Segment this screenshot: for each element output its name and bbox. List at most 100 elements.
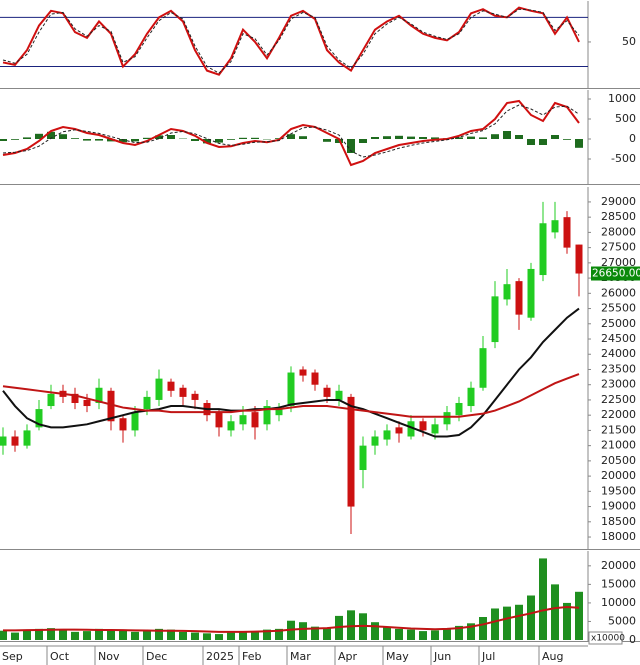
volume-bar bbox=[527, 595, 535, 640]
volume-bar bbox=[23, 629, 31, 640]
y-tick-label: 1000 bbox=[608, 92, 636, 105]
y-tick-label: 19000 bbox=[601, 500, 636, 513]
x-tick-label: Feb bbox=[242, 650, 261, 663]
y-tick-label: 25000 bbox=[601, 317, 636, 330]
y-tick-label: 24500 bbox=[601, 332, 636, 345]
y-tick-label: 23000 bbox=[601, 378, 636, 391]
candle-body bbox=[431, 424, 439, 434]
candle-body bbox=[383, 430, 391, 440]
histogram-bar bbox=[239, 137, 247, 139]
histogram-bar bbox=[251, 137, 259, 139]
candle-body bbox=[215, 412, 223, 428]
y-tick-label: 10000 bbox=[601, 596, 636, 609]
candle-body bbox=[323, 387, 331, 397]
volume-bar bbox=[263, 629, 271, 640]
candle-body bbox=[443, 412, 451, 425]
histogram-bar bbox=[419, 137, 427, 139]
y-tick-label: 21500 bbox=[601, 423, 636, 436]
series-line bbox=[3, 605, 580, 633]
candle-body bbox=[479, 348, 487, 388]
histogram-bar bbox=[539, 139, 547, 145]
histogram-bar bbox=[215, 139, 223, 143]
volume-bar bbox=[131, 631, 139, 640]
candle-body bbox=[407, 421, 415, 437]
candle-body bbox=[539, 223, 547, 276]
candle-body bbox=[311, 372, 319, 385]
volume-bar bbox=[575, 591, 583, 640]
volume-bar bbox=[107, 629, 115, 640]
series-line bbox=[2, 373, 580, 418]
candle-body bbox=[251, 412, 259, 428]
y-tick-label: 19500 bbox=[601, 484, 636, 497]
volume-bar bbox=[179, 631, 187, 640]
histogram-bar bbox=[143, 137, 151, 139]
volume-bar bbox=[143, 631, 151, 640]
volume-bar bbox=[83, 631, 91, 640]
volume-bar bbox=[431, 630, 439, 640]
histogram-bar bbox=[47, 131, 55, 139]
candle-body bbox=[11, 436, 19, 446]
candle-body bbox=[239, 415, 247, 425]
candle-body bbox=[71, 393, 79, 403]
y-tick-label: 20500 bbox=[601, 454, 636, 467]
volume-bar bbox=[395, 628, 403, 640]
histogram-bar bbox=[575, 139, 583, 148]
y-tick-label: 27000 bbox=[601, 256, 636, 269]
histogram-bar bbox=[407, 136, 415, 139]
histogram-bar bbox=[359, 139, 367, 143]
candle-body bbox=[575, 244, 583, 274]
candle-body bbox=[119, 418, 127, 431]
x-tick-label: Jul bbox=[481, 650, 495, 663]
histogram-bar bbox=[0, 139, 7, 141]
histogram-bar bbox=[503, 131, 511, 139]
series-line bbox=[2, 104, 580, 158]
candle-body bbox=[515, 281, 523, 315]
volume-bar bbox=[203, 633, 211, 640]
y-tick-label: 500 bbox=[615, 112, 636, 125]
x-tick-label: Jun bbox=[433, 650, 451, 663]
unit-label: x10000 bbox=[591, 634, 625, 644]
y-tick-label: -500 bbox=[611, 152, 636, 165]
series-line bbox=[2, 6, 580, 76]
histogram-bar bbox=[383, 136, 391, 139]
last-price-box bbox=[591, 266, 640, 281]
volume-bar bbox=[515, 604, 523, 640]
y-tick-label: 21000 bbox=[601, 439, 636, 452]
histogram-bar bbox=[11, 139, 19, 140]
y-tick-label: 15000 bbox=[601, 577, 636, 590]
y-tick-label: 28500 bbox=[601, 210, 636, 223]
y-tick-label: 26000 bbox=[601, 286, 636, 299]
candle-body bbox=[0, 436, 7, 446]
candle-body bbox=[347, 396, 355, 507]
histogram-bar bbox=[167, 135, 175, 139]
volume-bar bbox=[251, 631, 259, 640]
candle-body bbox=[563, 217, 571, 248]
histogram-bar bbox=[35, 133, 43, 139]
candle-body bbox=[107, 390, 115, 422]
x-tick-label: Aug bbox=[542, 650, 563, 663]
series-line bbox=[2, 99, 580, 167]
y-tick-label: 22500 bbox=[601, 393, 636, 406]
histogram-bar bbox=[119, 139, 127, 143]
y-tick-label: 0 bbox=[629, 633, 636, 646]
x-tick-label: Dec bbox=[146, 650, 167, 663]
x-tick-label: Sep bbox=[2, 650, 23, 663]
candle-body bbox=[527, 268, 535, 318]
volume-bar bbox=[311, 626, 319, 640]
histogram-bar bbox=[455, 137, 463, 139]
y-tick-label: 20000 bbox=[601, 559, 636, 572]
histogram-bar bbox=[527, 139, 535, 145]
histogram-bar bbox=[479, 137, 487, 139]
histogram-bar bbox=[491, 134, 499, 139]
volume-bar bbox=[479, 617, 487, 640]
histogram-bar bbox=[395, 135, 403, 139]
volume-bar bbox=[275, 628, 283, 640]
y-tick-label: 28000 bbox=[601, 225, 636, 238]
histogram-bar bbox=[467, 136, 475, 139]
y-tick-label: 23500 bbox=[601, 362, 636, 375]
histogram-bar bbox=[287, 134, 295, 139]
y-tick-label: 27500 bbox=[601, 241, 636, 254]
candle-body bbox=[227, 421, 235, 431]
volume-bar bbox=[299, 622, 307, 640]
histogram-bar bbox=[83, 139, 91, 141]
